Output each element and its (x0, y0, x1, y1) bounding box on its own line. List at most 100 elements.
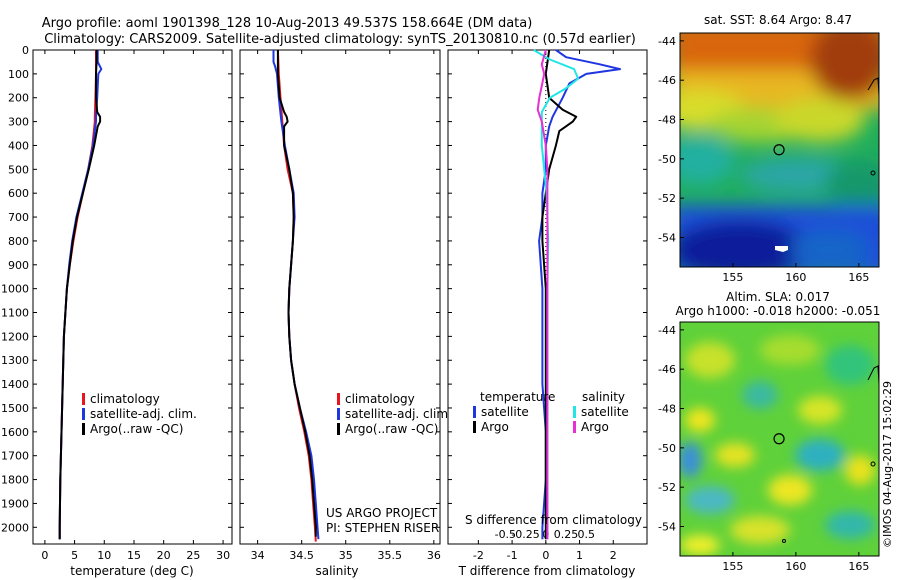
legend-swatch-satellite (337, 408, 340, 420)
map-y-tick-label: -52 (658, 481, 676, 494)
legend-label-s-satellite: satellite (581, 405, 629, 419)
sst-map-frame (679, 32, 880, 268)
project-annotation: US ARGO PROJECT (326, 506, 438, 520)
legend-title-temperature: temperature (480, 390, 555, 404)
legend-label-climatology: climatology (90, 392, 160, 406)
map-y-tick-label: -44 (658, 324, 676, 337)
depth-tick-label: 1600 (1, 426, 29, 439)
x-tick-label: 5 (71, 549, 78, 562)
legend-label-satellite: satellite-adj. clim. (90, 407, 197, 421)
x-tick-label: 35 (339, 549, 353, 562)
depth-tick-label: 100 (8, 68, 29, 81)
legend-swatch-t-argo (473, 421, 476, 433)
legend-swatch-t-satellite (473, 406, 476, 418)
map-y-tick-label: -50 (658, 153, 676, 166)
map-y-tick-label: -46 (658, 363, 676, 376)
legend-swatch-satellite (82, 408, 85, 420)
legend-swatch-climatology (337, 393, 340, 405)
x-tick-label: 2 (610, 549, 617, 562)
salinity-series (272, 49, 320, 542)
legend-label-climatology: climatology (345, 392, 415, 406)
sla-heatmap (680, 322, 879, 556)
s-diff-tick-label: -0.5 (495, 528, 516, 541)
temperature-panel: 0 5 10 15 20 25 30 temperature (deg C) climato… (32, 49, 233, 578)
x-tick-label: 36 (427, 549, 441, 562)
legend-swatch-s-satellite (573, 406, 576, 418)
depth-tick-label: 1200 (1, 330, 29, 343)
depth-tick-label: 800 (8, 235, 29, 248)
difference-legend: temperature satellite Argo salinity sate… (473, 390, 629, 434)
sla-map-panel: Altim. SLA: 0.017 Argo h1000: -0.018 h20… (658, 290, 880, 573)
depth-tick-label: 700 (8, 211, 29, 224)
x-tick-label: -1 (507, 549, 518, 562)
temperature-plot-frame (32, 49, 233, 545)
s-diff-tick-label: -0.25 (511, 528, 539, 541)
map-y-tick-label: -48 (658, 114, 676, 127)
s-difference-label: S difference from climatology (465, 513, 642, 527)
x-tick-label: 34 (251, 549, 265, 562)
depth-tick-label: 1000 (1, 283, 29, 296)
x-tick-label: 15 (127, 549, 141, 562)
series-line-satellite (538, 49, 621, 540)
x-tick-label: 34.5 (289, 549, 314, 562)
depth-axis: 0 100 200 300 400 500 600 700 800 900 1000 1100 1200… (1, 44, 29, 534)
x-tick-label: 30 (216, 549, 230, 562)
depth-tick-label: 200 (8, 92, 29, 105)
x-tick-label: -2 (473, 549, 484, 562)
salinity-plot-frame (239, 49, 441, 545)
header-line-2: Climatology: CARS2009. Satellite-adjuste… (44, 32, 636, 47)
difference-x-ticks: -2 -1 0 1 2 (448, 49, 647, 562)
sla-argo-position-marker (773, 433, 785, 445)
sst-map-title: sat. SST: 8.64 Argo: 8.47 (704, 13, 852, 27)
x-tick-label: 1 (576, 549, 583, 562)
map-y-tick-label: -54 (658, 232, 676, 245)
legend-swatch-climatology (82, 393, 85, 405)
map-x-tick-label: 165 (848, 560, 869, 573)
map-x-tick-label: 155 (722, 271, 743, 284)
pi-annotation: PI: STEPHEN RISER (326, 521, 439, 535)
legend-label-satellite: satellite-adj. clim. (345, 407, 452, 421)
depth-tick-label: 1500 (1, 402, 29, 415)
temperature-legend: climatology satellite-adj. clim. Argo(..… (82, 392, 197, 436)
map-y-tick-label: -50 (658, 442, 676, 455)
s-diff-tick-label: 0.5 (578, 528, 596, 541)
depth-tick-label: 1100 (1, 307, 29, 320)
x-tick-label: 35.5 (378, 549, 403, 562)
t-difference-label: T difference from climatology (458, 564, 636, 578)
map-y-tick-label: -54 (658, 521, 676, 534)
x-tick-label: 20 (157, 549, 171, 562)
legend-swatch-s-argo (573, 421, 576, 433)
sst-map-ticks: 155 160 165 -44 -46 -48 -50 -52 -54 (658, 35, 869, 284)
difference-panel: -2 -1 0 1 2 -0.5-0.25 0 0.25 0.5 S difference f… (447, 49, 648, 578)
temperature-x-ticks: 0 5 10 15 20 25 30 (33, 49, 232, 562)
depth-tick-label: 1800 (1, 474, 29, 487)
legend-title-salinity: salinity (582, 390, 625, 404)
sst-argo-position-marker (773, 144, 785, 156)
difference-series (533, 49, 621, 540)
x-tick-label: 25 (186, 549, 200, 562)
sla-map-frame (679, 321, 880, 557)
header-line-1: Argo profile: aoml 1901398_128 10-Aug-20… (42, 16, 533, 31)
depth-tick-label: 900 (8, 259, 29, 272)
map-y-tick-label: -46 (658, 74, 676, 87)
legend-label-t-argo: Argo (481, 420, 509, 434)
depth-tick-label: 1400 (1, 378, 29, 391)
temperature-series (58, 50, 103, 540)
map-y-tick-label: -52 (658, 192, 676, 205)
series-line-argo---raw--qc- (58, 50, 102, 540)
map-y-tick-label: -44 (658, 35, 676, 48)
series-line-argo---raw--qc- (276, 50, 317, 537)
depth-tick-label: 1700 (1, 450, 29, 463)
depth-tick-label: 400 (8, 139, 29, 152)
map-x-tick-label: 165 (848, 271, 869, 284)
x-tick-label: 0 (41, 549, 48, 562)
depth-tick-label: 1300 (1, 354, 29, 367)
map-x-tick-label: 160 (785, 560, 806, 573)
x-tick-label: 0 (542, 549, 549, 562)
legend-swatch-argo (337, 423, 340, 435)
x-tick-label: 10 (97, 549, 111, 562)
temperature-x-label: temperature (deg C) (70, 564, 193, 578)
sst-map-panel: sat. SST: 8.64 Argo: 8.47 (658, 13, 880, 284)
legend-label-s-argo: Argo (581, 420, 609, 434)
salinity-x-label: salinity (315, 564, 358, 578)
